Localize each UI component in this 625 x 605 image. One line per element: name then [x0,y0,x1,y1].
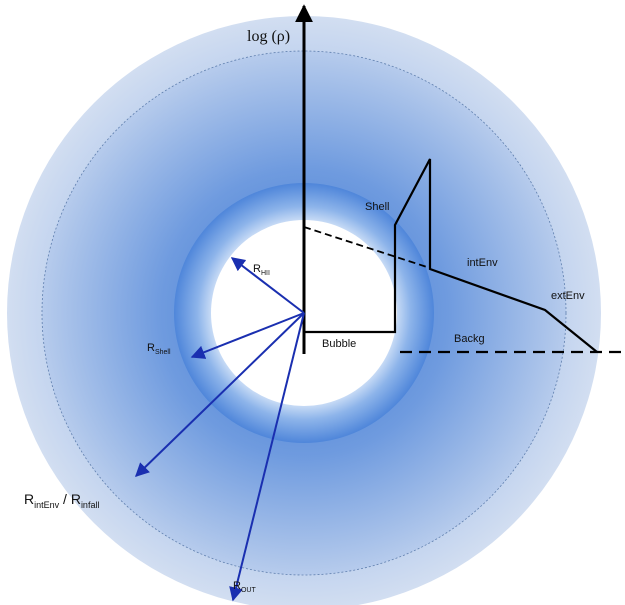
density-profile-curve [304,158,598,353]
r-int-env-label: RintEnv / Rinfall [24,491,99,510]
shell-label: Shell [365,201,389,213]
axis-label: log (ρ) [247,28,290,45]
r-out-arrow [229,312,305,602]
r-hii-label: RHII [253,263,270,277]
infall-radius-boundary [41,50,567,576]
r-int-env-arrow [134,312,305,477]
bubble-label: Bubble [322,338,356,350]
backg-label: Backg [454,333,485,345]
extrapolated-envelope-line [303,226,431,269]
ext-env-label: extEnv [551,290,585,302]
int-env-label: intEnv [467,257,498,269]
r-shell-label: RShell [147,342,171,356]
radius-arrows [134,257,305,602]
r-hii-arrow [230,257,305,314]
r-shell-arrow [190,312,305,359]
r-out-label: ROUT [233,580,256,594]
